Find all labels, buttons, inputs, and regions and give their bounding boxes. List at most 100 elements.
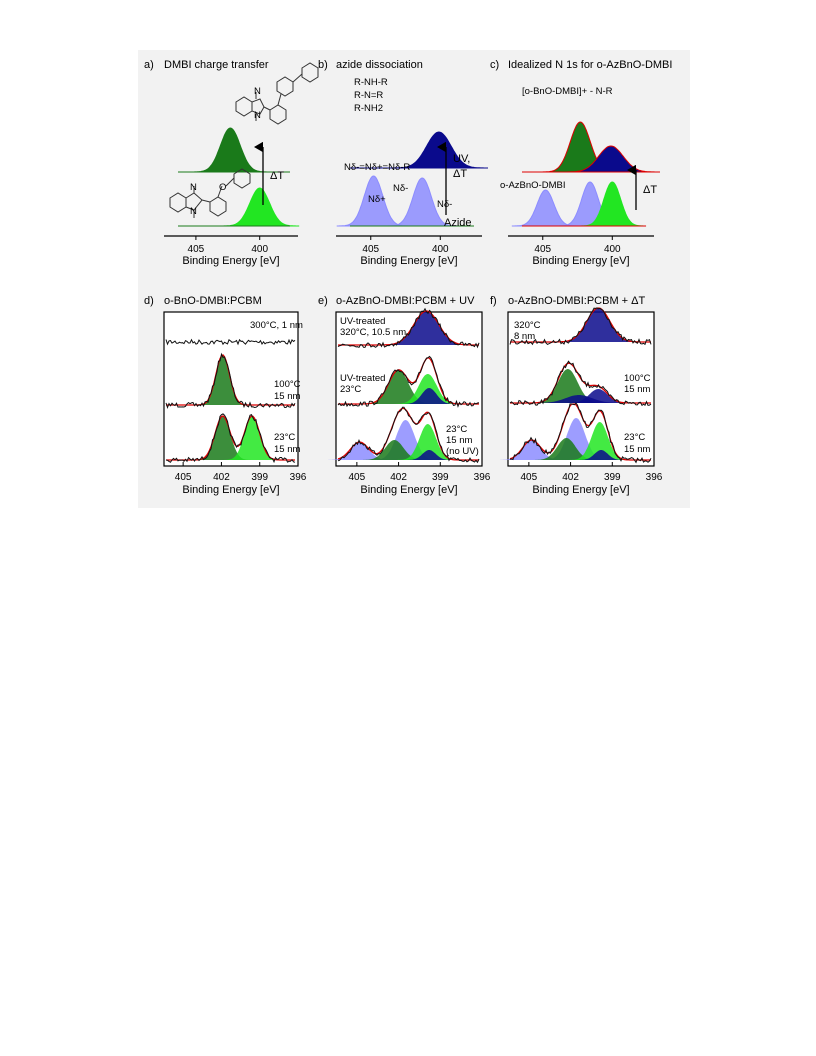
panel-f-tick-label: 405 <box>521 472 538 483</box>
e-trace-2b: 23°C <box>340 384 361 395</box>
panel-f-tick-label: 399 <box>604 472 621 483</box>
panel-f-trace-3-component-1 <box>495 440 568 460</box>
svg-text:N: N <box>254 110 261 121</box>
panel-a-tick-label: 405 <box>188 244 205 255</box>
panel-c-top-label: [o-BnO-DMBI]+ - N-R <box>522 86 613 97</box>
panel-b-xlabel: Binding Energy [eV] <box>360 255 457 267</box>
panel-e-trace-2-data <box>337 355 480 408</box>
n-label-2: Nδ- <box>393 183 408 194</box>
f-trace-3a: 23°C <box>624 432 645 443</box>
svg-text:O: O <box>219 182 226 193</box>
panel-e-tick-label: 402 <box>390 472 407 483</box>
panel-c-tick-label: 400 <box>604 244 621 255</box>
panel-c-plot <box>511 121 660 227</box>
panel-b-arrow-label-1: UV, <box>453 153 470 165</box>
panel-c-peak-3 <box>511 189 580 227</box>
panel-d-trace-1-data <box>165 338 296 346</box>
svg-text:N: N <box>190 182 197 193</box>
e-trace-2a: UV-treated <box>340 373 385 384</box>
panel-f-trace-2-component-1 <box>528 369 608 403</box>
azide-formula: Nδ-=Nδ+=Nδ-R <box>344 162 410 173</box>
panel-c-xlabel: Binding Energy [eV] <box>532 255 629 267</box>
e-trace-1b: 320°C, 10.5 nm <box>340 327 406 338</box>
d-trace-3a: 23°C <box>274 432 295 443</box>
panel-f-trace-3-component-4 <box>566 422 633 460</box>
panel-a-tick-label: 400 <box>251 244 268 255</box>
panel-e-trace-3-component-3 <box>358 440 431 460</box>
panel-d-trace-2-data <box>165 352 296 409</box>
panel-e-trace-2-component-3 <box>399 388 459 404</box>
panel-e-plot <box>323 307 480 464</box>
e-trace-3c: (no UV) <box>446 446 479 457</box>
panel-a-letter: a) <box>144 59 154 71</box>
species-1: R-NH-R <box>354 77 388 88</box>
panel-d-letter: d) <box>144 295 154 307</box>
panel-f-trace-2-component-2 <box>562 389 635 403</box>
panel-f-trace-1-component-1 <box>552 308 645 342</box>
panel-e-trace-1-data <box>337 307 480 349</box>
panel-e-trace-3-fit <box>337 407 479 461</box>
panel-f-trace-3-fit <box>509 403 651 461</box>
panel-f-tick-label: 396 <box>646 472 663 483</box>
dmbi-cation-structure <box>235 62 319 125</box>
panel-e-trace-3-data <box>337 406 480 464</box>
panel-c-letter: c) <box>490 59 499 71</box>
panel-f-trace-3-component-3 <box>530 438 603 460</box>
e-trace-1a: UV-treated <box>340 316 385 327</box>
panel-f-trace-3-component-5 <box>574 450 628 460</box>
e-trace-3a: 23°C <box>446 424 467 435</box>
dmbi-neutral-structure <box>169 168 251 218</box>
panel-c-tick-label: 405 <box>534 244 551 255</box>
panel-e-tick-label: 399 <box>432 472 449 483</box>
svg-text:N: N <box>254 86 261 97</box>
panel-c-peak-2 <box>561 145 660 173</box>
panel-e-tick-label: 405 <box>349 472 366 483</box>
azide-label: Azide <box>444 217 472 229</box>
panel-d-trace-3-component-1 <box>192 416 254 460</box>
e-trace-3b: 15 nm <box>446 435 472 446</box>
panel-e-trace-3-component-1 <box>323 442 396 460</box>
panel-d-tick-label: 402 <box>213 472 230 483</box>
panel-f-trace-1-data <box>509 307 652 346</box>
panel-d-tick-label: 396 <box>290 472 307 483</box>
panel-b-arrow-label-2: ΔT <box>453 168 467 180</box>
f-trace-2b: 15 nm <box>624 384 650 395</box>
panel-c-delta: ΔT <box>643 184 657 196</box>
panel-d-tick-label: 405 <box>175 472 192 483</box>
panel-f-trace-3-data <box>509 402 652 464</box>
n-label-3: Nδ- <box>437 199 452 210</box>
svg-text:N: N <box>190 206 197 217</box>
panel-d-trace-3-component-2 <box>221 416 283 460</box>
figure-canvas: a) DMBI charge transfer N N N N O ΔT b) … <box>144 59 672 496</box>
panel-e-tick-label: 396 <box>474 472 491 483</box>
panel-f-trace-3-component-2 <box>539 418 613 460</box>
panel-c-peak-5 <box>578 181 647 227</box>
panel-b-tick-label: 400 <box>432 244 449 255</box>
panel-d-trace-2-component-1 <box>195 355 250 405</box>
panel-f-title: o-AzBnO-DMBI:PCBM + ΔT <box>508 295 646 307</box>
panel-f-plot <box>495 307 652 464</box>
panel-f-trace-2-data <box>509 360 652 407</box>
panel-b-tick-label: 405 <box>362 244 379 255</box>
panel-f-xlabel: Binding Energy [eV] <box>532 484 629 496</box>
panel-b-title: azide dissociation <box>336 59 423 71</box>
species-3: R-NH2 <box>354 103 383 114</box>
panel-d-xlabel: Binding Energy [eV] <box>182 484 279 496</box>
panel-e-trace-3-component-5 <box>402 450 456 460</box>
panel-b-peak-3 <box>385 177 460 227</box>
f-trace-2a: 100°C <box>624 373 651 384</box>
f-trace-1a: 320°C <box>514 320 541 331</box>
d-trace-1: 300°C, 1 nm <box>250 320 303 331</box>
panel-a-xlabel: Binding Energy [eV] <box>182 255 279 267</box>
panel-a-delta: ΔT <box>270 170 284 182</box>
d-trace-2b: 15 nm <box>274 391 300 402</box>
panel-f-letter: f) <box>490 295 497 307</box>
panel-a-plot <box>178 127 300 227</box>
panel-e-trace-1-component-1 <box>376 311 476 345</box>
d-trace-2a: 100°C <box>274 379 301 390</box>
f-trace-3b: 15 nm <box>624 444 650 455</box>
panel-c-bottom-label: o-AzBnO-DMBI <box>500 180 565 191</box>
panel-f-tick-label: 402 <box>562 472 579 483</box>
panel-f-trace-2-component-3 <box>526 395 632 403</box>
